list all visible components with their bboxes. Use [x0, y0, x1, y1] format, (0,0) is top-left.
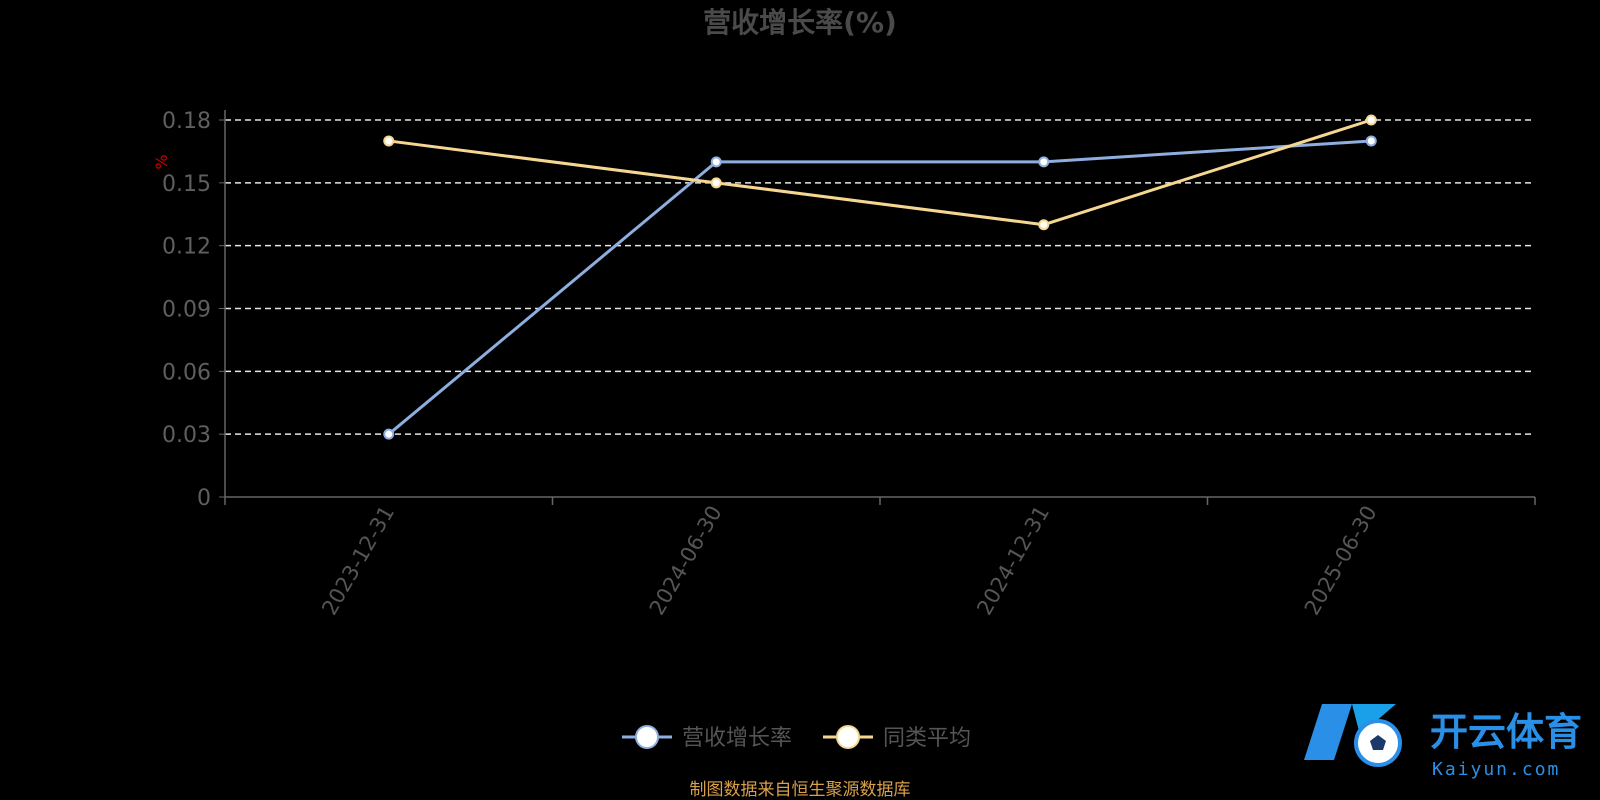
legend-marker [635, 725, 659, 749]
data-point[interactable] [383, 135, 395, 147]
y-tick-label: 0.15 [162, 172, 211, 197]
data-point[interactable] [1365, 114, 1377, 126]
data-point[interactable] [710, 156, 722, 168]
data-point[interactable] [383, 428, 395, 440]
legend-label: 同类平均 [883, 726, 971, 751]
series-lines [383, 114, 1377, 440]
legend[interactable]: 营收增长率 同类平均 [622, 725, 971, 751]
data-point[interactable] [1038, 219, 1050, 231]
brand-logo: 开云体育 Kaiyun.com [1304, 704, 1582, 780]
x-tick-label: 2024-06-30 [645, 502, 727, 620]
chart-title: 营收增长率(%) [703, 6, 897, 39]
legend-item-1[interactable]: 同类平均 [823, 725, 971, 751]
logo-english-text: Kaiyun.com [1432, 759, 1560, 780]
y-tick-label: 0.06 [162, 360, 211, 385]
series-line-0[interactable] [387, 139, 1372, 436]
x-tick-label: 2024-12-31 [972, 502, 1054, 620]
legend-marker [836, 725, 860, 749]
x-tick-label: 2025-06-30 [1300, 502, 1382, 620]
data-source-note: 制图数据来自恒生聚源数据库 [690, 780, 911, 800]
y-tick-label: 0 [197, 486, 211, 511]
y-tick-label: 0.09 [162, 298, 211, 323]
data-point[interactable] [1038, 156, 1050, 168]
y-tick-label: 0.03 [162, 423, 211, 448]
series-line-1[interactable] [388, 118, 1372, 227]
y-axis-unit-label: % [152, 154, 171, 169]
soccer-ball-icon [1304, 704, 1402, 767]
data-point[interactable] [1365, 135, 1377, 147]
x-tick-label: 2023-12-31 [317, 502, 399, 620]
legend-item-0[interactable]: 营收增长率 [622, 725, 792, 751]
y-tick-label: 0.12 [162, 235, 211, 260]
logo-chinese-text: 开云体育 [1430, 710, 1582, 754]
legend-label: 营收增长率 [682, 726, 792, 751]
axes: 0 0.03 0.06 0.09 0.12 0.15 0.18 2023-12-31 2024-… [162, 109, 1536, 620]
y-tick-label: 0.18 [162, 109, 211, 134]
grid-lines [225, 119, 1535, 435]
data-point[interactable] [710, 177, 722, 189]
